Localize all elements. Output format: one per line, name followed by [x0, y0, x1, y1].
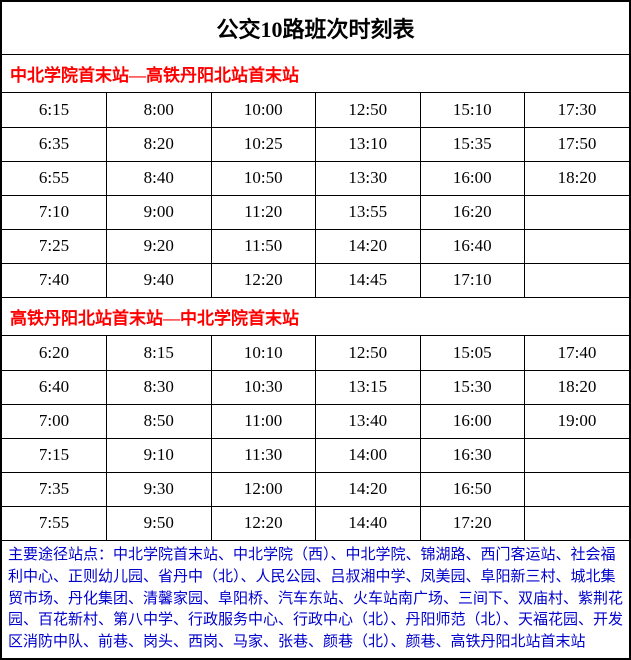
time-cell: 11:30: [211, 438, 316, 472]
time-cell: [525, 506, 630, 540]
direction-header: 中北学院首末站—高铁丹阳北站首末站: [2, 55, 629, 93]
time-cell: 13:15: [316, 370, 421, 404]
time-cell: 8:00: [107, 93, 212, 127]
time-cell: 15:30: [420, 370, 525, 404]
time-cell: 9:40: [107, 263, 212, 297]
timetable-container: 公交10路班次时刻表 中北学院首末站—高铁丹阳北站首末站6:158:0010:0…: [0, 0, 631, 660]
time-cell: 16:20: [420, 195, 525, 229]
table-row: 7:008:5011:0013:4016:0019:00: [2, 404, 629, 438]
time-cell: 12:20: [211, 506, 316, 540]
table-row: 7:259:2011:5014:2016:40: [2, 229, 629, 263]
time-cell: 7:35: [2, 472, 107, 506]
time-cell: 11:00: [211, 404, 316, 438]
time-cell: 17:30: [525, 93, 630, 127]
table-row: 7:109:0011:2013:5516:20: [2, 195, 629, 229]
stops-block: 主要途径站点：中北学院首末站、中北学院（西）、中北学院、锦湖路、西门客运站、社会…: [2, 541, 629, 658]
time-cell: 13:40: [316, 404, 421, 438]
time-cell: [525, 195, 630, 229]
time-cell: 10:50: [211, 161, 316, 195]
table-row: 6:208:1510:1012:5015:0517:40: [2, 336, 629, 370]
table-row: 7:559:5012:2014:4017:20: [2, 506, 629, 540]
time-cell: 7:40: [2, 263, 107, 297]
time-cell: 16:00: [420, 404, 525, 438]
time-cell: 17:40: [525, 336, 630, 370]
time-cell: 10:00: [211, 93, 316, 127]
time-cell: 12:20: [211, 263, 316, 297]
stops-label: 主要途径站点：: [8, 547, 113, 563]
time-cell: 6:55: [2, 161, 107, 195]
time-cell: 18:20: [525, 370, 630, 404]
time-cell: [525, 229, 630, 263]
time-cell: 7:15: [2, 438, 107, 472]
time-cell: 6:15: [2, 93, 107, 127]
table-row: 7:159:1011:3014:0016:30: [2, 438, 629, 472]
table-row: 7:409:4012:2014:4517:10: [2, 263, 629, 297]
time-cell: [525, 472, 630, 506]
time-cell: 16:00: [420, 161, 525, 195]
time-cell: 7:10: [2, 195, 107, 229]
time-cell: 13:55: [316, 195, 421, 229]
time-cell: 6:35: [2, 127, 107, 161]
time-cell: 9:30: [107, 472, 212, 506]
time-cell: 7:25: [2, 229, 107, 263]
time-cell: 17:10: [420, 263, 525, 297]
table-row: 6:558:4010:5013:3016:0018:20: [2, 161, 629, 195]
time-cell: 12:00: [211, 472, 316, 506]
time-cell: 8:15: [107, 336, 212, 370]
timetable: 6:208:1510:1012:5015:0517:406:408:3010:3…: [2, 336, 629, 540]
time-cell: 15:05: [420, 336, 525, 370]
table-row: 6:408:3010:3013:1515:3018:20: [2, 370, 629, 404]
table-row: 7:359:3012:0014:2016:50: [2, 472, 629, 506]
time-cell: 16:40: [420, 229, 525, 263]
time-cell: [525, 438, 630, 472]
time-cell: 9:00: [107, 195, 212, 229]
table-row: 6:358:2010:2513:1015:3517:50: [2, 127, 629, 161]
time-cell: 14:20: [316, 229, 421, 263]
time-cell: 9:50: [107, 506, 212, 540]
time-cell: 8:40: [107, 161, 212, 195]
time-cell: 9:20: [107, 229, 212, 263]
time-cell: 6:20: [2, 336, 107, 370]
table-row: 6:158:0010:0012:5015:1017:30: [2, 93, 629, 127]
time-cell: 8:30: [107, 370, 212, 404]
time-cell: 10:30: [211, 370, 316, 404]
time-cell: 9:10: [107, 438, 212, 472]
time-cell: 13:10: [316, 127, 421, 161]
timetable: 6:158:0010:0012:5015:1017:306:358:2010:2…: [2, 93, 629, 297]
time-cell: 13:30: [316, 161, 421, 195]
time-cell: 11:20: [211, 195, 316, 229]
time-cell: 15:35: [420, 127, 525, 161]
time-cell: 14:00: [316, 438, 421, 472]
table-wrap: 6:158:0010:0012:5015:1017:306:358:2010:2…: [2, 93, 629, 298]
time-cell: 7:55: [2, 506, 107, 540]
time-cell: 18:20: [525, 161, 630, 195]
time-cell: 7:00: [2, 404, 107, 438]
time-cell: 10:25: [211, 127, 316, 161]
time-cell: 11:50: [211, 229, 316, 263]
time-cell: 17:50: [525, 127, 630, 161]
time-cell: 10:10: [211, 336, 316, 370]
table-wrap: 6:208:1510:1012:5015:0517:406:408:3010:3…: [2, 336, 629, 541]
time-cell: 8:50: [107, 404, 212, 438]
time-cell: 15:10: [420, 93, 525, 127]
time-cell: [525, 263, 630, 297]
time-cell: 12:50: [316, 336, 421, 370]
time-cell: 14:45: [316, 263, 421, 297]
direction-header: 高铁丹阳北站首末站—中北学院首末站: [2, 298, 629, 336]
time-cell: 6:40: [2, 370, 107, 404]
time-cell: 12:50: [316, 93, 421, 127]
page-title: 公交10路班次时刻表: [2, 2, 629, 55]
time-cell: 16:30: [420, 438, 525, 472]
time-cell: 14:20: [316, 472, 421, 506]
time-cell: 14:40: [316, 506, 421, 540]
sections-wrap: 中北学院首末站—高铁丹阳北站首末站6:158:0010:0012:5015:10…: [2, 55, 629, 541]
time-cell: 19:00: [525, 404, 630, 438]
time-cell: 8:20: [107, 127, 212, 161]
time-cell: 17:20: [420, 506, 525, 540]
time-cell: 16:50: [420, 472, 525, 506]
